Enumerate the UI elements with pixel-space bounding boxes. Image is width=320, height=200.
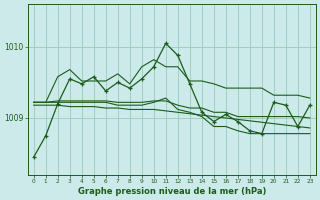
X-axis label: Graphe pression niveau de la mer (hPa): Graphe pression niveau de la mer (hPa) [77, 187, 266, 196]
